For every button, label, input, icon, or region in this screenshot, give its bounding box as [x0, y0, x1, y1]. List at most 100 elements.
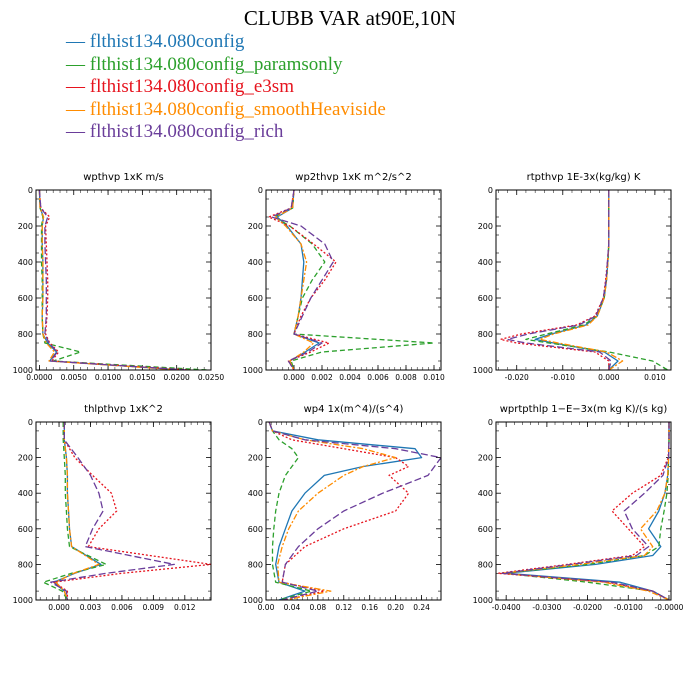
y-tick-label: 400	[18, 489, 33, 498]
x-tick-label: 0.04	[284, 603, 301, 612]
series-line-5	[38, 190, 188, 370]
series-line-2	[268, 422, 313, 600]
plot-frame	[495, 189, 672, 371]
y-tick-label: 0	[258, 186, 263, 195]
x-tick-label: 0.010	[644, 373, 666, 382]
x-tick-label: 0.010	[423, 373, 445, 382]
y-tick-label: 0	[488, 418, 493, 427]
series-line-4	[501, 422, 670, 600]
x-tick-label: 0.006	[111, 603, 133, 612]
plot-frame	[265, 189, 442, 371]
series-group	[268, 422, 441, 600]
series-line-2	[273, 190, 435, 370]
plot-frame	[495, 421, 672, 601]
legend-entry: — flthist134.080config	[66, 31, 245, 52]
x-tick-label: 0.12	[335, 603, 352, 612]
series-line-3	[38, 190, 191, 370]
y-tick-label: 200	[478, 454, 493, 463]
series-line-4	[275, 190, 315, 370]
x-tick-label: 0.24	[413, 603, 430, 612]
panel-4: thlpthvp 1xK^2 0 200 400 600 800 1000 0.000 0.00…	[13, 404, 212, 612]
y-tick-label: 600	[248, 525, 263, 534]
y-tick-label: 600	[18, 525, 33, 534]
series-line-2	[38, 190, 208, 370]
series-line-4	[268, 422, 397, 600]
x-tick-label: 0.0250	[198, 373, 224, 382]
x-tick-label: 0.006	[367, 373, 389, 382]
x-tick-label: 0.000	[48, 603, 70, 612]
legend: — flthist134.080config — flthist134.080c…	[66, 31, 386, 144]
x-tick-label: 0.0200	[164, 373, 190, 382]
x-tick-label: -0.0300	[532, 603, 561, 612]
y-tick-label: 800	[18, 330, 33, 339]
series-line-1	[268, 422, 423, 600]
x-tick-label: 0.009	[143, 603, 165, 612]
series-line-5	[50, 422, 175, 600]
y-tick-label: 400	[478, 258, 493, 267]
y-tick-label: 1000	[473, 366, 493, 375]
plot-frame	[35, 421, 212, 601]
legend-entry: — flthist134.080config_smoothHeaviside	[66, 98, 386, 120]
series-line-1	[505, 422, 670, 600]
y-tick-label: 400	[248, 489, 263, 498]
y-tick-label: 0	[28, 418, 33, 427]
y-tick-label: 600	[248, 294, 263, 303]
y-tick-label: 1000	[13, 596, 33, 605]
x-tick-label: -0.010	[551, 373, 575, 382]
x-tick-label: 0.00	[258, 603, 275, 612]
legend-entry: — flthist134.080config_e3sm	[66, 76, 294, 97]
series-group	[268, 190, 435, 370]
y-tick-label: 200	[18, 454, 33, 463]
x-tick-label: -0.0200	[573, 603, 602, 612]
series-line-5	[506, 190, 612, 370]
series-line-3	[497, 422, 670, 600]
series-line-2	[525, 190, 669, 370]
plot-frame	[265, 421, 442, 601]
panel-title: wpthvp 1xK m/s	[83, 172, 164, 183]
series-line-2	[42, 422, 107, 600]
y-tick-label: 1000	[473, 596, 493, 605]
x-tick-label: 0.002	[311, 373, 333, 382]
series-line-1	[38, 190, 184, 370]
series-line-3	[268, 190, 337, 370]
y-tick-label: 200	[248, 222, 263, 231]
y-tick-label: 1000	[13, 366, 33, 375]
legend-entry: — flthist134.080config_rich	[66, 121, 284, 142]
x-tick-label: -0.0400	[492, 603, 521, 612]
y-tick-label: 800	[478, 560, 493, 569]
x-tick-label: 0.20	[387, 603, 404, 612]
x-tick-label: 0.000	[598, 373, 620, 382]
panel-title: wp2thvp 1xK m^2/s^2	[295, 172, 411, 183]
y-tick-label: 800	[478, 330, 493, 339]
series-line-3	[268, 422, 410, 600]
series-group	[497, 422, 670, 600]
y-tick-label: 1000	[243, 596, 263, 605]
series-line-1	[53, 422, 102, 600]
x-tick-label: 0.0000	[26, 373, 52, 382]
y-tick-label: 0	[258, 418, 263, 427]
series-group	[499, 190, 669, 370]
panel-title: wp4 1x(m^4)/(s^4)	[304, 404, 404, 415]
x-tick-label: -0.0000	[654, 603, 683, 612]
series-line-5	[268, 422, 441, 600]
y-tick-label: 600	[478, 294, 493, 303]
series-line-5	[270, 190, 334, 370]
panel-6: wprtpthlp 1−E−3x(m kg K)/(s kg) 0 200 400 60…	[473, 404, 684, 612]
x-tick-label: 0.08	[310, 603, 327, 612]
x-tick-label: 0.0150	[129, 373, 155, 382]
panel-title: thlpthvp 1xK^2	[84, 404, 163, 415]
x-tick-label: 0.000	[283, 373, 305, 382]
y-tick-label: 800	[18, 560, 33, 569]
x-tick-label: -0.0100	[614, 603, 643, 612]
panel-2: wp2thvp 1xK m^2/s^2 0 200 400 600 800 1000 0.00…	[243, 172, 445, 382]
y-tick-label: 600	[478, 525, 493, 534]
figure-title: CLUBB VAR at90E,10N	[243, 6, 457, 30]
x-tick-label: 0.0100	[95, 373, 121, 382]
series-line-1	[276, 190, 320, 370]
y-tick-label: 400	[18, 258, 33, 267]
y-tick-label: 0	[28, 186, 33, 195]
